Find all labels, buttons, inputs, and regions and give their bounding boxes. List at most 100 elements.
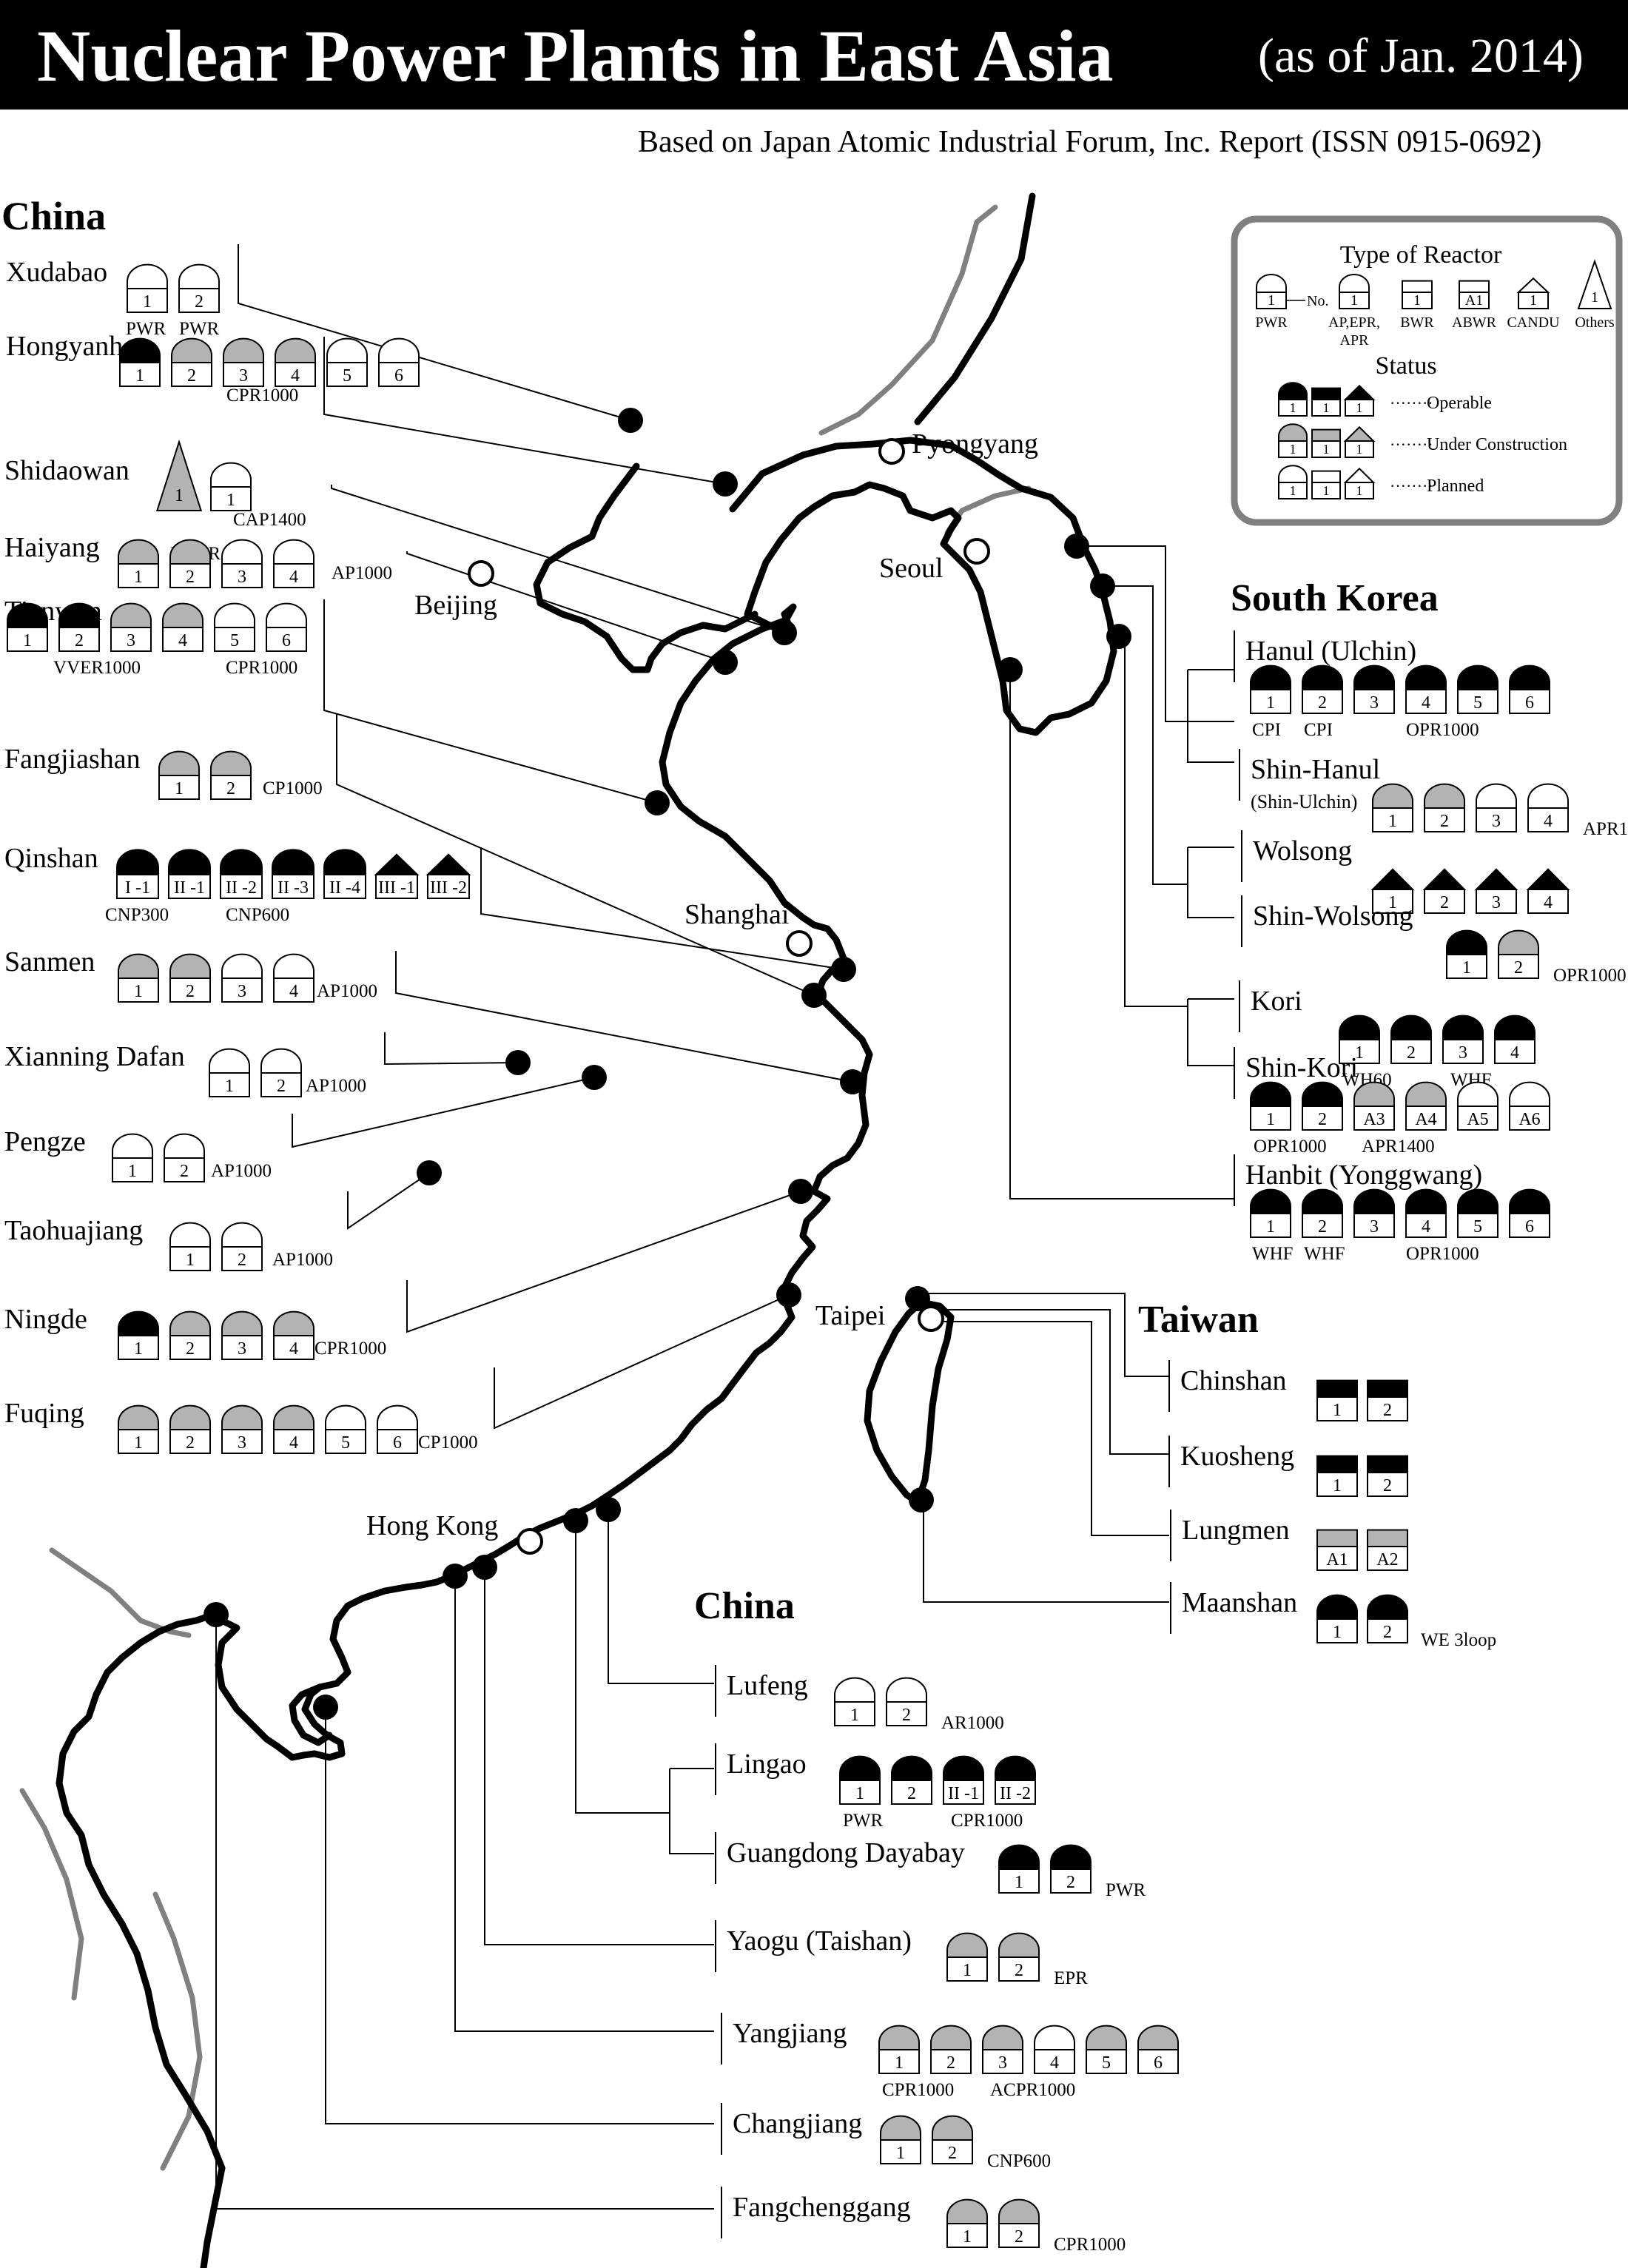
reactor-unit: 3 bbox=[110, 602, 152, 652]
reactor-unit: II -4 bbox=[323, 849, 366, 899]
reactor-unit: II -1 bbox=[168, 849, 211, 899]
reactor-unit: III -2 bbox=[426, 853, 471, 899]
legend-type-label: ABWR bbox=[1452, 314, 1497, 331]
plant-marker bbox=[204, 1602, 229, 1627]
plant-name: Xudabao bbox=[6, 257, 107, 288]
unit-label: 2 bbox=[1015, 2227, 1023, 2247]
connector-lines bbox=[215, 244, 1242, 2238]
legend-title: Type of Reactor bbox=[1340, 241, 1502, 269]
connector-line bbox=[292, 1077, 595, 1148]
reactor-model-note: ACPR1000 bbox=[990, 2080, 1075, 2100]
region-label-china-south: China bbox=[694, 1585, 795, 1627]
plant-xianning-dafan: Xianning Dafan 1 2 AP1000 bbox=[4, 1041, 366, 1097]
unit-label: 3 bbox=[1370, 693, 1379, 713]
plant-name: Fuqing bbox=[4, 1398, 84, 1429]
connector-line bbox=[238, 244, 631, 421]
legend-type-label: PWR bbox=[1255, 314, 1288, 331]
plant-yangjiang: Yangjiang 1 2 3 4 5 6 CPR1000 ACPR1000 bbox=[733, 2018, 1179, 2100]
unit-label: 1 bbox=[1388, 812, 1397, 831]
plant-marker bbox=[713, 471, 738, 497]
plant-name: Wolsong bbox=[1253, 835, 1352, 867]
connector-line bbox=[480, 847, 844, 970]
legend-status-icon: 1 bbox=[1343, 467, 1376, 499]
legend-status-icon: 1 bbox=[1311, 387, 1341, 417]
reactor-model-note: APR1400 bbox=[1362, 1137, 1435, 1157]
unit-label: 1 bbox=[1333, 1623, 1342, 1642]
unit-label: 1 bbox=[963, 2227, 972, 2247]
connector-line bbox=[215, 1615, 714, 2210]
unit-label: 2 bbox=[1514, 958, 1523, 977]
legend-status-icon: 1 bbox=[1311, 428, 1341, 458]
unit-label: 4 bbox=[1422, 693, 1430, 713]
plant-marker bbox=[776, 1282, 801, 1308]
city-beijing: Beijing bbox=[414, 560, 497, 621]
reactor-unit: II -2 bbox=[220, 849, 263, 899]
plant-marker bbox=[472, 1555, 497, 1580]
unit-label: I -1 bbox=[125, 878, 150, 898]
plant-shin-hanul: Shin-Hanul (Shin-Ulchin) 1 2 3 4 APR1400 bbox=[1251, 754, 1628, 839]
reactor-unit: 6 bbox=[1137, 2025, 1179, 2074]
unit-label: 4 bbox=[1422, 1217, 1430, 1236]
connector-line bbox=[669, 1769, 714, 1854]
unit-label: 1 bbox=[1268, 292, 1275, 309]
unit-label: 2 bbox=[1318, 1217, 1327, 1236]
reactor-model-note: OPR1000 bbox=[1406, 720, 1479, 740]
reactor-model-note: CPR1000 bbox=[951, 1811, 1023, 1831]
reactor-unit: A5 bbox=[1457, 1081, 1498, 1131]
unit-label: 1 bbox=[134, 1433, 143, 1453]
reactor-unit: 2 bbox=[169, 953, 211, 1003]
reactor-unit: 5 bbox=[325, 1404, 366, 1454]
reactor-model-note: OPR1000 bbox=[1254, 1137, 1327, 1157]
plant-marker bbox=[443, 1564, 468, 1589]
plant-name: Yangjiang bbox=[733, 2018, 847, 2049]
unit-label: 1 bbox=[23, 631, 32, 650]
unit-label: 2 bbox=[1383, 1623, 1392, 1642]
title-banner: Nuclear Power Plants in East Asia (as of… bbox=[0, 0, 1628, 110]
unit-label: 1 bbox=[1591, 289, 1598, 306]
legend-type-label: APR bbox=[1340, 332, 1370, 349]
reactor-unit: A1 bbox=[1316, 1529, 1358, 1571]
unit-label: II -4 bbox=[329, 878, 360, 898]
unit-label: 2 bbox=[907, 1784, 916, 1803]
unit-label: 1 bbox=[1462, 958, 1471, 977]
reactor-unit: 3 bbox=[982, 2025, 1023, 2074]
plant-marker bbox=[840, 1069, 865, 1094]
unit-label: A1 bbox=[1326, 1550, 1348, 1569]
plant-marker bbox=[596, 1497, 621, 1522]
plant-lufeng: Lufeng 1 2 AR1000 bbox=[727, 1670, 1004, 1733]
unit-label: 1 bbox=[134, 982, 143, 1001]
plant-marker bbox=[831, 957, 856, 982]
reactor-unit: 2 bbox=[932, 2115, 973, 2164]
legend-status-label: Operable bbox=[1427, 394, 1492, 413]
plant-name: Changjiang bbox=[733, 2108, 862, 2139]
plant-marker bbox=[713, 650, 738, 675]
unit-label: 1 bbox=[1290, 483, 1296, 498]
unit-label: 4 bbox=[178, 631, 187, 650]
reactor-model-note: AP1000 bbox=[306, 1076, 366, 1096]
reactor-unit: 1 bbox=[1316, 1594, 1358, 1643]
plant-fangjiashan: Fangjiashan 1 2 CP1000 bbox=[4, 744, 323, 800]
reactor-model-note: PWR bbox=[843, 1811, 884, 1831]
legend-type-label: BWR bbox=[1400, 314, 1434, 331]
plant-name: Xianning Dafan bbox=[4, 1041, 185, 1072]
connector-line bbox=[384, 1032, 519, 1066]
reactor-model-note: WHF bbox=[1304, 1244, 1345, 1264]
reactor-unit: 1 bbox=[127, 263, 168, 313]
plant-name: Yaogu (Taishan) bbox=[727, 1925, 912, 1956]
unit-label: 2 bbox=[187, 366, 196, 386]
unit-label: 2 bbox=[180, 1162, 189, 1181]
reactor-unit: 6 bbox=[266, 602, 307, 652]
unit-label: 2 bbox=[75, 631, 84, 650]
unit-label: 3 bbox=[1459, 1043, 1467, 1063]
reactor-unit: 1 bbox=[118, 1404, 159, 1454]
plant-markers bbox=[204, 408, 1131, 1720]
plant-xudabao: Xudabao 1 2 PWR PWR bbox=[6, 257, 220, 339]
reactor-unit: 2 bbox=[1302, 1081, 1343, 1131]
plant-name: Chinshan bbox=[1180, 1365, 1287, 1396]
reactor-unit: 5 bbox=[1457, 1188, 1498, 1238]
reactor-unit: 2 bbox=[178, 263, 220, 313]
reactor-unit: 4 bbox=[1405, 1188, 1447, 1238]
reactor-unit: 2 bbox=[891, 1755, 932, 1805]
plant-pengze: Pengze 1 2 AP1000 bbox=[4, 1126, 272, 1182]
